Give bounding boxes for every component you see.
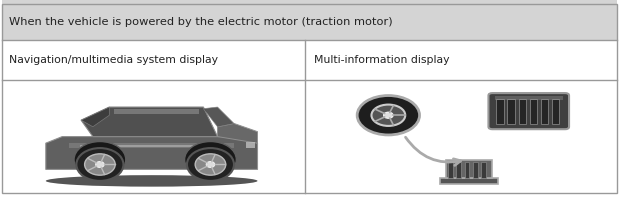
Circle shape — [384, 112, 393, 118]
Bar — [496, 99, 503, 124]
Bar — [246, 141, 255, 148]
Circle shape — [371, 105, 405, 126]
Bar — [530, 99, 537, 124]
Bar — [456, 162, 461, 178]
Bar — [552, 99, 560, 124]
Polygon shape — [217, 124, 258, 143]
FancyBboxPatch shape — [488, 93, 569, 129]
Circle shape — [195, 154, 226, 175]
Circle shape — [187, 148, 234, 181]
Circle shape — [76, 148, 123, 181]
Bar — [2, 0, 617, 40]
Bar — [448, 162, 453, 178]
Bar — [508, 99, 515, 124]
Circle shape — [206, 162, 215, 167]
Bar — [473, 162, 478, 178]
Text: When the vehicle is powered by the electric motor (traction motor): When the vehicle is powered by the elect… — [9, 17, 393, 27]
Polygon shape — [81, 107, 217, 137]
Ellipse shape — [46, 175, 258, 187]
Polygon shape — [81, 107, 110, 127]
Polygon shape — [114, 109, 199, 114]
Bar — [2, 0, 617, 40]
Bar — [495, 96, 563, 100]
Bar — [440, 178, 498, 184]
Bar — [446, 160, 492, 178]
Bar — [519, 99, 526, 124]
Text: Multi-information display: Multi-information display — [314, 55, 450, 65]
Bar — [465, 162, 469, 178]
Circle shape — [96, 162, 104, 167]
Ellipse shape — [74, 141, 126, 178]
Polygon shape — [46, 137, 258, 169]
Polygon shape — [204, 107, 234, 127]
Text: Navigation/multimedia system display: Navigation/multimedia system display — [9, 55, 219, 65]
Ellipse shape — [184, 141, 236, 178]
FancyArrowPatch shape — [405, 137, 461, 165]
Bar — [541, 99, 548, 124]
Bar — [482, 162, 486, 178]
Polygon shape — [69, 143, 234, 148]
Circle shape — [85, 154, 115, 175]
Circle shape — [357, 96, 420, 135]
